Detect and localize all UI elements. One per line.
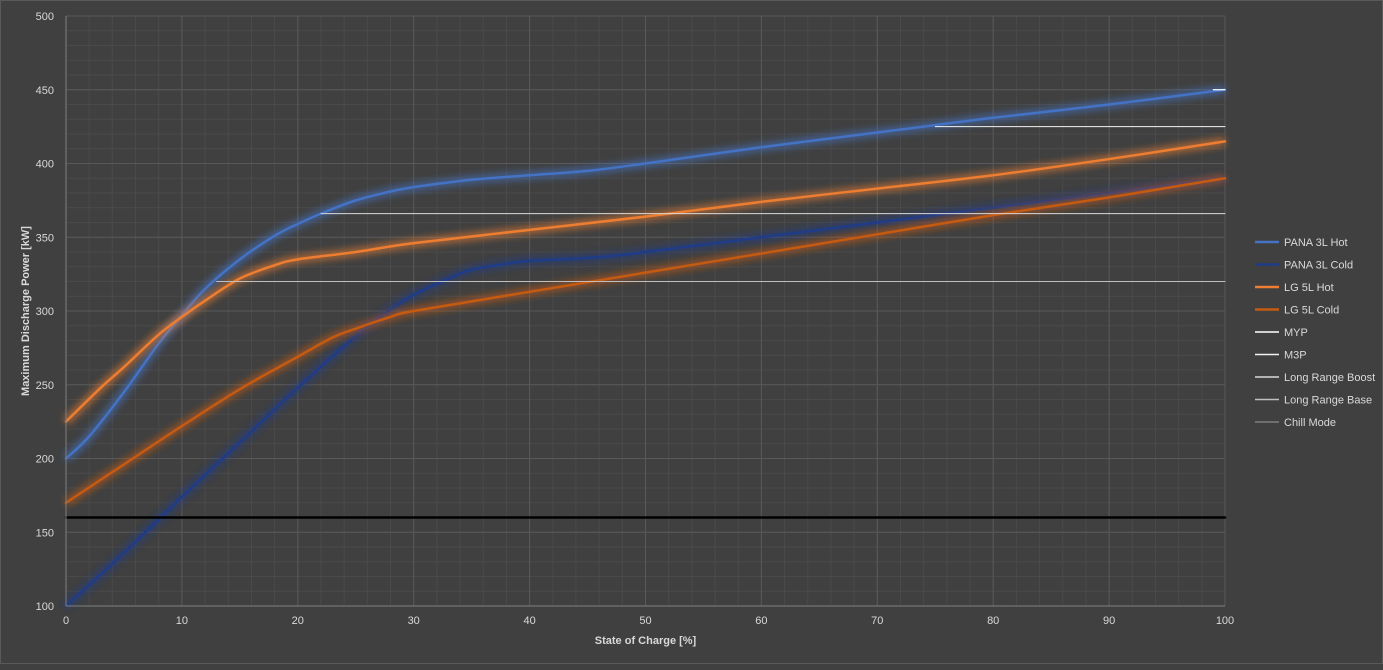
legend-item-lg-5l-hot: LG 5L Hot bbox=[1255, 282, 1334, 294]
y-tick-label: 150 bbox=[36, 527, 54, 539]
y-tick-label: 350 bbox=[36, 232, 54, 244]
y-tick-label: 200 bbox=[36, 454, 54, 466]
series-line-lg-5l-hot bbox=[64, 140, 1227, 423]
legend-item-long-range-base: Long Range Base bbox=[1255, 395, 1372, 407]
legend: PANA 3L Hot PANA 3L Cold LG 5L Hot LG 5L Co… bbox=[1255, 237, 1375, 429]
y-tick-label: 400 bbox=[36, 159, 54, 171]
x-axis-title: State of Charge [%] bbox=[595, 635, 697, 647]
legend-label: Chill Mode bbox=[1284, 417, 1336, 429]
legend-item-pana-3l-hot: PANA 3L Hot bbox=[1255, 237, 1348, 249]
axes-layer: 0 10 20 30 40 50 60 70 80 90 100 100 150 200 250 300 350… bbox=[36, 11, 1235, 627]
y-tick-label: 500 bbox=[36, 11, 54, 23]
y-tick-label: 250 bbox=[36, 380, 54, 392]
legend-item-myp: MYP bbox=[1255, 327, 1308, 339]
legend-label: LG 5L Hot bbox=[1284, 282, 1334, 294]
y-tick-label: 100 bbox=[36, 601, 54, 613]
x-tick-label: 0 bbox=[63, 615, 69, 627]
legend-item-chill-mode: Chill Mode bbox=[1255, 417, 1336, 429]
legend-label: LG 5L Cold bbox=[1284, 305, 1339, 317]
x-tick-label: 90 bbox=[1103, 615, 1115, 627]
legend-label: PANA 3L Cold bbox=[1284, 260, 1353, 272]
series-layer bbox=[62, 85, 1227, 610]
x-tick-label: 100 bbox=[1216, 615, 1234, 627]
x-tick-label: 80 bbox=[987, 615, 999, 627]
legend-item-m3p: M3P bbox=[1255, 350, 1307, 362]
legend-label: PANA 3L Hot bbox=[1284, 237, 1348, 249]
x-tick-label: 60 bbox=[755, 615, 767, 627]
series-line-pana-3l-cold bbox=[64, 177, 1227, 608]
legend-item-lg-5l-cold: LG 5L Cold bbox=[1255, 305, 1339, 317]
y-tick-label: 300 bbox=[36, 306, 54, 318]
x-tick-label: 30 bbox=[408, 615, 420, 627]
x-tick-label: 50 bbox=[639, 615, 651, 627]
series-line-lg-5l-cold bbox=[64, 177, 1227, 504]
legend-label: M3P bbox=[1284, 350, 1307, 362]
x-tick-label: 70 bbox=[871, 615, 883, 627]
x-tick-label: 20 bbox=[292, 615, 304, 627]
y-tick-label: 450 bbox=[36, 85, 54, 97]
legend-label: Long Range Base bbox=[1284, 395, 1372, 407]
legend-item-pana-3l-cold: PANA 3L Cold bbox=[1255, 260, 1353, 272]
x-tick-label: 40 bbox=[523, 615, 535, 627]
legend-label: Long Range Boost bbox=[1284, 372, 1375, 384]
legend-item-long-range-boost: Long Range Boost bbox=[1255, 372, 1375, 384]
legend-label: MYP bbox=[1284, 327, 1308, 339]
x-tick-label: 10 bbox=[176, 615, 188, 627]
y-axis-title: Maximum Discharge Power [kW] bbox=[20, 226, 32, 396]
